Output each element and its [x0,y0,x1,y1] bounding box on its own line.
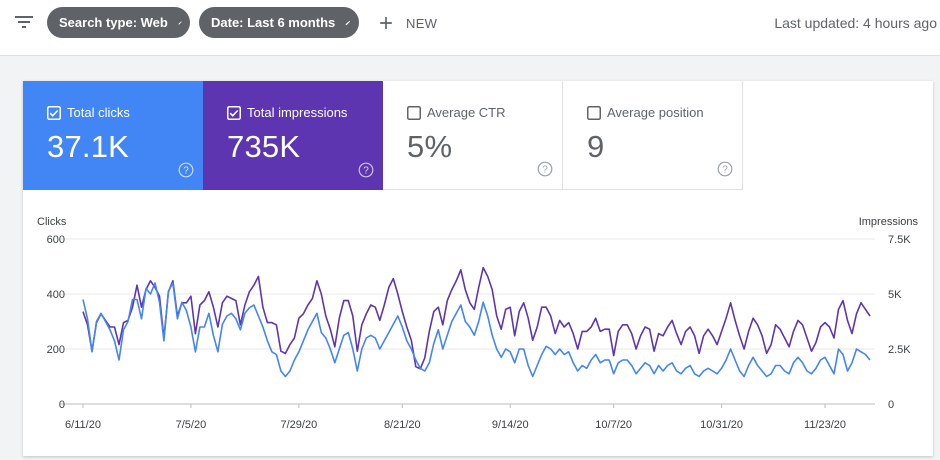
y-left-tick-label: 0 [59,399,65,411]
search-type-chip[interactable]: Search type: Web [47,7,190,38]
performance-chart: Clicks Impressions 0 200 400 600 0 2.5K 5K 7.5… [37,216,919,431]
new-filter-button[interactable]: NEW [376,11,437,35]
metric-average-position[interactable]: Average position 9 ? [563,81,743,190]
pencil-icon[interactable] [345,16,351,30]
x-axis-ticks: 6/11/20 7/5/20 7/29/20 8/21/20 9/14/20 10/7/2… [65,404,846,431]
svg-text:?: ? [542,165,548,176]
x-tick-label: 11/23/20 [804,419,846,431]
x-tick-label: 7/5/20 [176,419,207,431]
metric-value: 5% [407,129,453,164]
y-axis-left-ticks: 0 200 400 600 [47,234,65,411]
y-left-tick-label: 600 [47,234,65,246]
y-left-tick-label: 200 [47,344,65,356]
x-tick-label: 8/21/20 [384,419,421,431]
y-axis-left-title: Clicks [37,216,67,228]
filter-icon[interactable] [12,10,36,34]
plus-icon [380,17,392,29]
y-right-tick-label: 7.5K [888,234,911,246]
x-tick-label: 6/11/20 [65,419,101,431]
svg-text:?: ? [363,166,369,177]
date-chip-label: Date: Last 6 months [211,15,336,30]
x-tick-label: 10/7/20 [595,419,632,431]
y-axis-right-title: Impressions [859,216,919,228]
metric-average-ctr[interactable]: Average CTR 5% ? [383,81,563,190]
help-icon[interactable]: ? [537,161,553,177]
metric-total-clicks[interactable]: Total clicks 37.1K ? [23,81,203,190]
y-right-tick-label: 0 [888,399,894,411]
series-line-impressions[interactable] [82,266,871,370]
metric-value: 9 [587,129,605,164]
checkbox-unchecked-icon[interactable] [587,105,601,120]
y-left-tick-label: 400 [47,289,65,301]
performance-card: Total clicks 37.1K ? Total impressions 7… [23,81,933,456]
help-icon[interactable]: ? [717,161,733,177]
x-tick-label: 9/14/20 [492,419,529,431]
metric-label: Total impressions [247,105,348,120]
help-icon[interactable]: ? [178,162,194,178]
metric-label: Average CTR [427,105,506,120]
search-type-chip-label: Search type: Web [59,15,168,30]
pencil-icon[interactable] [178,16,182,30]
svg-text:?: ? [183,166,189,177]
last-updated-text: Last updated: 4 hours ago [774,15,937,31]
x-tick-label: 7/29/20 [281,419,318,431]
checkbox-checked-icon[interactable] [227,105,241,120]
metric-value: 735K [227,129,301,164]
metric-total-impressions[interactable]: Total impressions 735K ? [203,81,383,190]
new-filter-label: NEW [406,15,438,31]
metric-value: 37.1K [47,129,130,164]
series-line-clicks[interactable] [82,282,871,378]
y-axis-right-ticks: 0 2.5K 5K 7.5K [888,234,911,411]
checkbox-unchecked-icon[interactable] [407,105,421,120]
checkbox-checked-icon[interactable] [47,105,61,120]
svg-text:?: ? [722,165,728,176]
metric-label: Total clicks [67,105,130,120]
help-icon[interactable]: ? [358,162,374,178]
toolbar: Search type: Web Date: Last 6 months NEW… [0,0,940,56]
metric-label: Average position [607,105,704,120]
date-chip[interactable]: Date: Last 6 months [199,7,359,38]
x-tick-label: 10/31/20 [700,419,743,431]
y-right-tick-label: 2.5K [888,344,911,356]
grid-lines [61,238,875,405]
y-right-tick-label: 5K [888,289,902,301]
